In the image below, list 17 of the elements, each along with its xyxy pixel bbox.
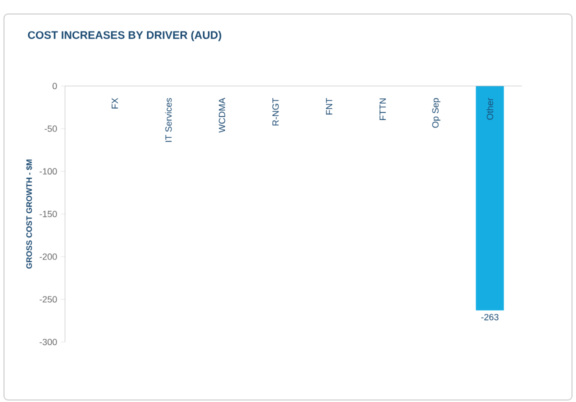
x-tick-label: WCDMA — [218, 98, 226, 133]
chart-title: COST INCREASES BY DRIVER (AUD) — [28, 30, 222, 42]
y-tick-label: -150 — [40, 210, 57, 218]
x-tick-label: FX — [112, 98, 118, 108]
x-tick-label: FTTN — [380, 98, 386, 120]
x-tick-label: IT Services — [165, 98, 172, 142]
data-label: -263 — [481, 314, 498, 320]
y-tick-label: -100 — [40, 168, 57, 175]
x-tick-label: R-NGT — [272, 98, 279, 126]
y-tick-label: 0 — [52, 82, 57, 90]
x-tick-label: FNT — [326, 98, 332, 114]
y-tick-label: -200 — [40, 253, 57, 260]
y-tick-label: -300 — [40, 338, 57, 346]
y-tick-label: -50 — [44, 125, 57, 132]
y-tick-label: -250 — [40, 296, 57, 303]
x-tick-label: Op Sep — [432, 98, 440, 128]
x-tick-label: Other — [486, 98, 494, 120]
